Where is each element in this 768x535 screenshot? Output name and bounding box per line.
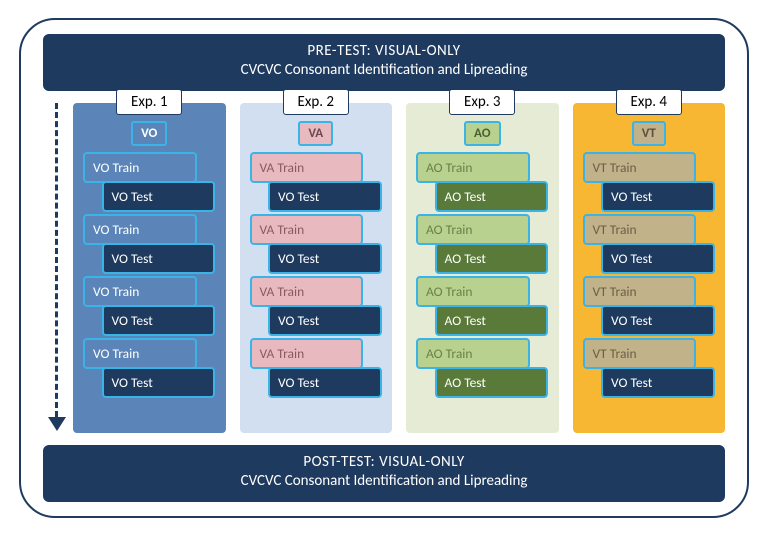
train-test-pair: VA TrainVO Test: [250, 276, 383, 336]
train-test-pair: VO TrainVO Test: [83, 338, 216, 398]
test-box: VO Test: [601, 243, 715, 274]
test-box: VO Test: [102, 367, 216, 398]
train-test-pair: VT TrainVO Test: [583, 152, 716, 212]
pre-test-line1: PRE-TEST: VISUAL-ONLY: [53, 42, 715, 62]
train-box: VT Train: [583, 338, 697, 369]
pre-test-banner: PRE-TEST: VISUAL-ONLY CVCVC Consonant Id…: [43, 34, 725, 91]
middle-region: Exp. 1VOVO TrainVO TestVO TrainVO TestVO…: [43, 103, 725, 433]
condition-tag: VO: [131, 121, 167, 146]
condition-tag: AO: [464, 121, 501, 146]
train-box: VA Train: [250, 152, 364, 183]
test-box: VO Test: [268, 367, 382, 398]
experiment-columns: Exp. 1VOVO TrainVO TestVO TrainVO TestVO…: [73, 103, 725, 433]
train-box: AO Train: [416, 214, 530, 245]
train-test-pair: AO TrainAO Test: [416, 214, 549, 274]
diagram-frame: PRE-TEST: VISUAL-ONLY CVCVC Consonant Id…: [19, 18, 749, 518]
test-box: VO Test: [268, 243, 382, 274]
train-box: VO Train: [83, 214, 197, 245]
train-box: VA Train: [250, 338, 364, 369]
experiment-label: Exp. 4: [616, 89, 682, 115]
test-box: AO Test: [435, 243, 549, 274]
train-box: VT Train: [583, 276, 697, 307]
train-test-pair: AO TrainAO Test: [416, 276, 549, 336]
train-test-pair: VT TrainVO Test: [583, 276, 716, 336]
condition-tag: VA: [298, 121, 333, 146]
test-box: VO Test: [601, 181, 715, 212]
post-test-line1: POST-TEST: VISUAL-ONLY: [53, 453, 715, 473]
test-box: VO Test: [102, 181, 216, 212]
train-box: VA Train: [250, 214, 364, 245]
arrow-head-icon: [48, 417, 66, 431]
experiment-column: Exp. 1VOVO TrainVO TestVO TrainVO TestVO…: [73, 103, 226, 433]
train-box: AO Train: [416, 152, 530, 183]
train-test-pair: VT TrainVO Test: [583, 214, 716, 274]
train-box: VO Train: [83, 276, 197, 307]
train-box: VA Train: [250, 276, 364, 307]
train-test-pair: VO TrainVO Test: [83, 152, 216, 212]
train-test-pair: VA TrainVO Test: [250, 338, 383, 398]
experiment-label: Exp. 1: [116, 89, 182, 115]
train-box: AO Train: [416, 276, 530, 307]
test-box: VO Test: [102, 305, 216, 336]
test-box: VO Test: [601, 367, 715, 398]
train-box: VO Train: [83, 152, 197, 183]
post-test-banner: POST-TEST: VISUAL-ONLY CVCVC Consonant I…: [43, 445, 725, 502]
train-box: AO Train: [416, 338, 530, 369]
train-box: VT Train: [583, 152, 697, 183]
experiment-column: Exp. 2VAVA TrainVO TestVA TrainVO TestVA…: [240, 103, 393, 433]
test-box: AO Test: [435, 305, 549, 336]
flow-arrow: [43, 103, 73, 433]
train-test-pair: VT TrainVO Test: [583, 338, 716, 398]
test-box: AO Test: [435, 367, 549, 398]
test-box: VO Test: [601, 305, 715, 336]
train-test-pair: VO TrainVO Test: [83, 276, 216, 336]
test-box: AO Test: [435, 181, 549, 212]
train-box: VT Train: [583, 214, 697, 245]
condition-tag: VT: [632, 121, 666, 146]
train-test-pair: VA TrainVO Test: [250, 214, 383, 274]
experiment-column: Exp. 4VTVT TrainVO TestVT TrainVO TestVT…: [573, 103, 726, 433]
test-box: VO Test: [102, 243, 216, 274]
test-box: VO Test: [268, 181, 382, 212]
train-test-pair: AO TrainAO Test: [416, 152, 549, 212]
train-box: VO Train: [83, 338, 197, 369]
post-test-line2: CVCVC Consonant Identification and Lipre…: [53, 472, 715, 492]
train-test-pair: VA TrainVO Test: [250, 152, 383, 212]
experiment-label: Exp. 2: [283, 89, 349, 115]
pre-test-line2: CVCVC Consonant Identification and Lipre…: [53, 61, 715, 81]
experiment-column: Exp. 3AOAO TrainAO TestAO TrainAO TestAO…: [406, 103, 559, 433]
train-test-pair: AO TrainAO Test: [416, 338, 549, 398]
test-box: VO Test: [268, 305, 382, 336]
arrow-line: [55, 103, 58, 417]
train-test-pair: VO TrainVO Test: [83, 214, 216, 274]
experiment-label: Exp. 3: [449, 89, 515, 115]
